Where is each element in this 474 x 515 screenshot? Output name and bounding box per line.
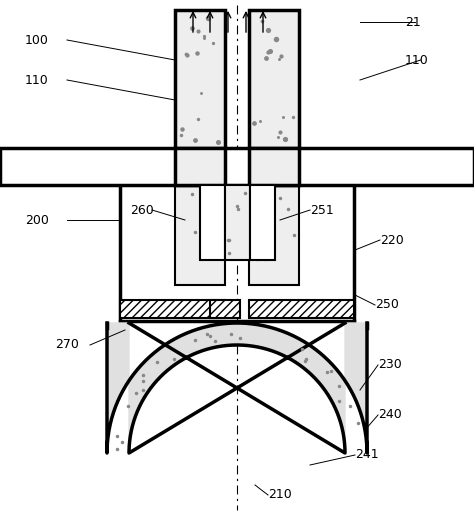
Bar xyxy=(175,10,225,152)
Text: 220: 220 xyxy=(380,233,404,247)
Text: 260: 260 xyxy=(130,203,154,216)
Text: 270: 270 xyxy=(55,338,79,352)
Bar xyxy=(175,148,225,185)
Bar xyxy=(249,300,354,318)
Text: 251: 251 xyxy=(310,203,334,216)
Bar xyxy=(249,185,299,285)
Bar xyxy=(250,185,275,260)
Text: 110: 110 xyxy=(405,54,429,66)
Text: 210: 210 xyxy=(268,489,292,502)
Bar xyxy=(120,300,225,318)
Text: 240: 240 xyxy=(378,408,402,421)
Text: 200: 200 xyxy=(25,214,49,227)
Bar xyxy=(249,10,299,152)
Text: 21: 21 xyxy=(405,15,421,28)
Text: 100: 100 xyxy=(25,33,49,46)
Bar xyxy=(249,148,299,185)
Bar xyxy=(175,185,225,285)
Text: 241: 241 xyxy=(355,449,379,461)
Bar xyxy=(0,148,474,185)
Text: 110: 110 xyxy=(25,74,49,87)
Text: 230: 230 xyxy=(378,358,402,371)
Polygon shape xyxy=(107,323,367,453)
Bar xyxy=(200,185,225,260)
Bar xyxy=(210,300,240,318)
Text: 250: 250 xyxy=(375,299,399,312)
Bar xyxy=(225,185,250,260)
